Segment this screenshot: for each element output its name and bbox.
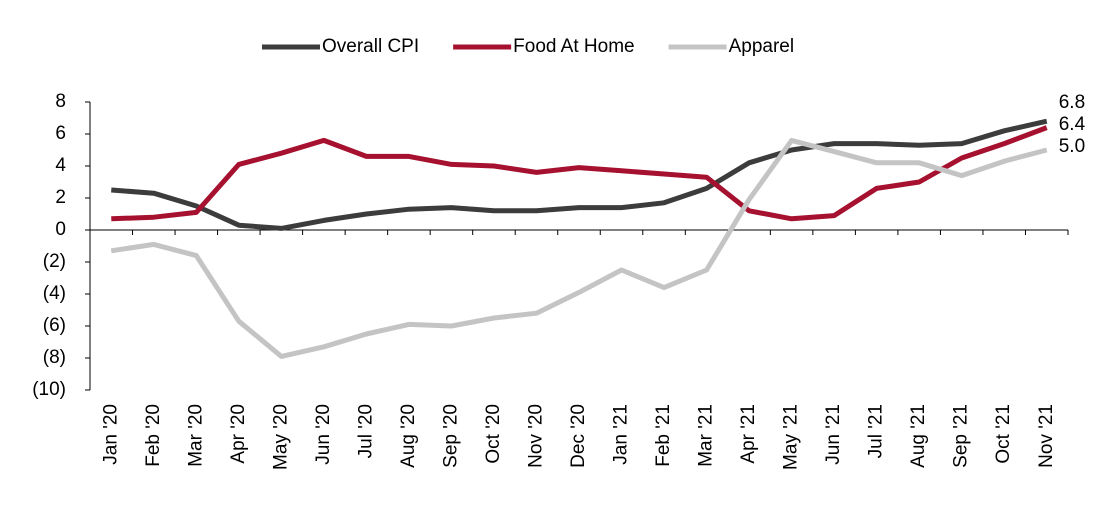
x-tick-label: Sep '20 [440, 404, 461, 468]
x-tick-label: Jun '21 [823, 404, 844, 465]
x-tick-label: May '21 [781, 404, 802, 470]
x-tick-label: Dec '20 [568, 404, 589, 468]
y-tick-label: (10) [32, 379, 66, 400]
x-tick-label: Mar '21 [696, 404, 717, 467]
y-tick-label: (2) [43, 251, 66, 272]
series-line [111, 125, 1048, 222]
x-tick-label: Apr '21 [738, 404, 759, 464]
data-label: 5.0 [1059, 136, 1085, 157]
x-tick-label: May '20 [270, 404, 291, 470]
y-tick-label: 8 [55, 91, 66, 112]
x-tick-label: Jan '21 [611, 404, 632, 465]
data-label: 6.4 [1059, 114, 1086, 135]
x-tick-label: Oct '21 [993, 404, 1014, 464]
x-tick-label: Sep '21 [951, 404, 972, 468]
x-tick-label: Nov '20 [525, 404, 546, 468]
y-tick-label: 6 [55, 123, 66, 144]
x-tick-label: Aug '21 [908, 404, 929, 468]
x-tick-label: Oct '20 [483, 404, 504, 464]
series-line [111, 118, 1048, 231]
x-tick-label: Jul '20 [355, 404, 376, 458]
x-tick-label: Mar '20 [185, 404, 206, 467]
legend-label: Overall CPI [322, 36, 419, 57]
data-label: 6.8 [1059, 92, 1085, 113]
y-tick-label: (4) [43, 283, 66, 304]
legend-label: Food At Home [513, 36, 634, 57]
x-tick-label: Apr '20 [228, 404, 249, 464]
legend: Overall CPI Food At Home Apparel [262, 36, 794, 57]
x-tick-label: Feb '20 [143, 404, 164, 467]
x-tick-label: Aug '20 [398, 404, 419, 468]
y-tick-label: 2 [55, 187, 66, 208]
y-tick-label: 4 [55, 155, 66, 176]
y-tick-label: (8) [43, 347, 66, 368]
x-tick-label: Jan '20 [100, 404, 121, 465]
legend-label: Apparel [729, 36, 795, 57]
series-line [110, 137, 1048, 359]
x-tick-label: Feb '21 [653, 404, 674, 467]
x-tick-label: Jul '21 [866, 404, 887, 458]
x-tick-label: Jun '20 [313, 404, 334, 465]
y-tick-label: 0 [55, 219, 66, 240]
x-tick-label: Nov '21 [1036, 404, 1057, 468]
y-tick-label: (6) [43, 315, 66, 336]
